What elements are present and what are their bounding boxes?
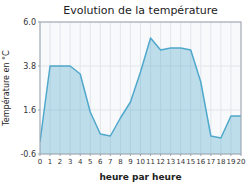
x-tick — [120, 154, 121, 156]
y-tick — [38, 154, 40, 155]
y-axis: -0.6 1.6 3.8 6.0 — [20, 18, 40, 159]
x-tick-label: 12 — [156, 158, 165, 166]
x-tick — [50, 154, 51, 156]
x-tick — [70, 154, 71, 156]
x-tick — [200, 154, 201, 156]
title: Evolution de la température — [63, 4, 218, 17]
y-tick-label: 6.0 — [23, 18, 36, 27]
plot-background — [40, 22, 241, 154]
x-axis: 01234567891011121314151617181920 — [38, 154, 246, 166]
x-tick-label: 7 — [108, 158, 112, 166]
y-tick — [38, 66, 40, 67]
plot-frame — [40, 22, 241, 154]
y-tick-label: 3.8 — [23, 62, 36, 71]
x-tick-label: 3 — [68, 158, 72, 166]
x-tick-label: 9 — [128, 158, 132, 166]
x-tick-label: 15 — [186, 158, 195, 166]
x-axis-label: heure par heure — [99, 172, 181, 182]
y-tick — [38, 110, 40, 111]
x-tick — [60, 154, 61, 156]
x-tick-label: 14 — [176, 158, 185, 166]
area — [40, 38, 241, 154]
x-tick-label: 8 — [118, 158, 122, 166]
y-axis-label: Température en °C — [1, 50, 11, 127]
x-tick-label: 0 — [38, 158, 42, 166]
x-tick-label: 10 — [136, 158, 145, 166]
x-tick-label: 13 — [166, 158, 175, 166]
x-tick — [210, 154, 211, 156]
x-tick — [140, 154, 141, 156]
data-group — [40, 38, 241, 154]
x-tick-label: 1 — [48, 158, 52, 166]
x-tick-label: 4 — [78, 158, 83, 166]
x-tick — [160, 154, 161, 156]
x-tick-label: 17 — [206, 158, 215, 166]
x-tick — [180, 154, 181, 156]
x-tick-label: 20 — [237, 158, 246, 166]
y-tick-label: -0.6 — [20, 150, 36, 159]
x-tick — [130, 154, 131, 156]
x-tick-label: 2 — [58, 158, 62, 166]
x-tick — [110, 154, 111, 156]
x-tick — [90, 154, 91, 156]
x-tick — [80, 154, 81, 156]
x-tick-label: 19 — [226, 158, 235, 166]
grid — [40, 22, 241, 154]
x-tick — [190, 154, 191, 156]
grid-line-x — [220, 22, 221, 154]
x-tick — [170, 154, 171, 156]
y-tick — [38, 22, 40, 23]
x-tick — [230, 154, 231, 156]
x-tick — [150, 154, 151, 156]
x-tick-label: 16 — [196, 158, 205, 166]
y-tick-label: 1.6 — [23, 106, 36, 115]
x-tick — [220, 154, 221, 156]
line — [40, 38, 241, 142]
chart: 01234567891011121314151617181920-0.61.63… — [0, 0, 250, 188]
x-tick-label: 6 — [98, 158, 103, 166]
x-tick — [241, 154, 242, 156]
x-tick-label: 18 — [216, 158, 225, 166]
x-tick — [100, 154, 101, 156]
x-tick-label: 5 — [88, 158, 92, 166]
x-tick-label: 11 — [146, 158, 155, 166]
